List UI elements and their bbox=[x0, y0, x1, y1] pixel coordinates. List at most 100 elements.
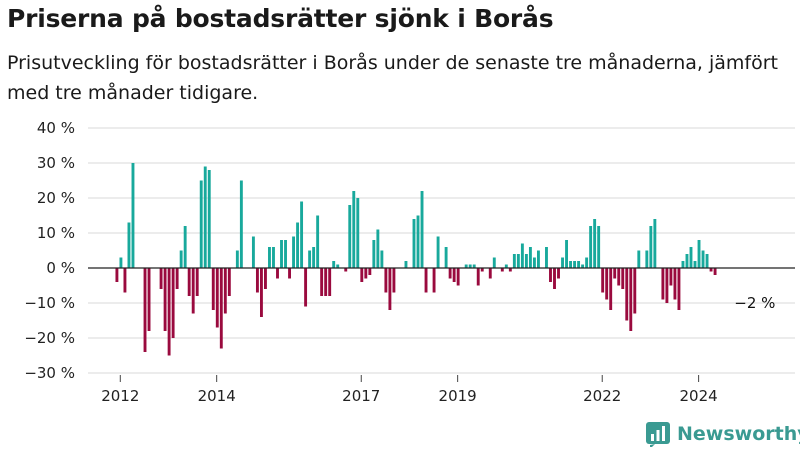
bar bbox=[705, 254, 709, 268]
bar bbox=[585, 257, 589, 268]
x-tick-label: 2014 bbox=[198, 387, 236, 405]
annotations: −2 % bbox=[734, 294, 775, 312]
bar bbox=[637, 250, 641, 268]
bar bbox=[589, 226, 593, 268]
bar bbox=[629, 268, 633, 331]
bar bbox=[456, 268, 460, 286]
bar bbox=[215, 268, 219, 328]
bar bbox=[147, 268, 151, 331]
y-axis-ticks: 40 % 30 % 20 % 10 % 0 % −10 % −20 % −30 % bbox=[24, 119, 75, 382]
bar bbox=[280, 240, 283, 268]
bar bbox=[179, 250, 183, 268]
bar bbox=[621, 268, 625, 289]
bar bbox=[464, 264, 468, 268]
bar bbox=[492, 257, 496, 268]
bar bbox=[348, 205, 352, 268]
bar bbox=[131, 163, 135, 268]
chart-title: Priserna på bostadsrätter sjönk i Borås bbox=[7, 4, 554, 33]
latest-value-label: −2 % bbox=[734, 294, 775, 312]
bar bbox=[320, 268, 324, 296]
bar bbox=[352, 191, 356, 268]
bar bbox=[424, 268, 428, 293]
bar bbox=[669, 268, 673, 286]
y-tick-label: 10 % bbox=[37, 224, 75, 242]
brand-name: Newsworthy bbox=[677, 423, 800, 445]
bar bbox=[452, 268, 456, 282]
bar bbox=[404, 261, 408, 268]
bar bbox=[416, 215, 420, 268]
bar bbox=[328, 268, 332, 296]
bar bbox=[119, 257, 123, 268]
bar bbox=[392, 268, 396, 293]
bar bbox=[617, 268, 621, 286]
bar bbox=[211, 268, 215, 310]
bar bbox=[368, 268, 372, 275]
bar bbox=[432, 268, 436, 293]
bars bbox=[115, 163, 717, 356]
bar bbox=[183, 226, 187, 268]
bar bbox=[360, 268, 364, 282]
bar bbox=[332, 261, 336, 268]
bar bbox=[545, 247, 548, 268]
bar bbox=[292, 236, 296, 268]
bar bbox=[312, 247, 316, 268]
bar bbox=[573, 261, 577, 268]
bar bbox=[187, 268, 191, 296]
bar-chart: 40 %30 %20 %10 %0 %−10 %−20 %−30 % 2012 2… bbox=[24, 119, 795, 405]
bar bbox=[223, 268, 227, 314]
bar bbox=[476, 268, 480, 286]
bar bbox=[701, 250, 705, 268]
bar bbox=[524, 254, 528, 268]
bar bbox=[239, 180, 243, 268]
x-tick-label: 2024 bbox=[680, 387, 718, 405]
bar bbox=[609, 268, 613, 310]
bar bbox=[380, 250, 384, 268]
bar bbox=[199, 180, 203, 268]
bar bbox=[488, 268, 492, 279]
bar bbox=[159, 268, 163, 289]
bar bbox=[376, 229, 380, 268]
bar bbox=[316, 215, 320, 268]
bar bbox=[713, 268, 717, 275]
bar bbox=[300, 201, 304, 268]
bar bbox=[645, 250, 649, 268]
bar bbox=[681, 261, 685, 268]
y-tick-label: −30 % bbox=[24, 364, 75, 382]
bar bbox=[512, 254, 516, 268]
bar bbox=[356, 198, 360, 268]
x-axis-ticks: 2012 2014 2017 2019 2022 2024 bbox=[101, 375, 718, 405]
bar bbox=[557, 268, 560, 279]
bar bbox=[288, 268, 291, 279]
bar bbox=[207, 170, 211, 268]
bar bbox=[553, 268, 556, 289]
y-tick-label: 20 % bbox=[37, 189, 75, 207]
bar bbox=[601, 268, 605, 293]
bar bbox=[549, 268, 552, 282]
bar bbox=[561, 257, 564, 268]
bar bbox=[709, 268, 713, 272]
bar bbox=[536, 250, 540, 268]
bar bbox=[344, 268, 348, 272]
bar bbox=[693, 261, 697, 268]
bar bbox=[167, 268, 171, 356]
bar bbox=[143, 268, 147, 352]
bar bbox=[203, 166, 207, 268]
bar bbox=[520, 243, 524, 268]
bar bbox=[175, 268, 179, 289]
bar bbox=[259, 268, 263, 317]
bar bbox=[480, 268, 484, 272]
bar bbox=[577, 261, 581, 268]
x-tick-label: 2012 bbox=[101, 387, 139, 405]
bar bbox=[685, 254, 689, 268]
bar bbox=[420, 191, 424, 268]
bar bbox=[504, 264, 508, 268]
x-tick-label: 2022 bbox=[583, 387, 621, 405]
bar bbox=[219, 268, 223, 349]
gridlines bbox=[88, 127, 795, 374]
bar bbox=[605, 268, 609, 300]
bar bbox=[613, 268, 617, 279]
bar bbox=[171, 268, 175, 338]
bar bbox=[324, 268, 328, 296]
x-tick-label: 2019 bbox=[439, 387, 477, 405]
bar bbox=[532, 257, 536, 268]
